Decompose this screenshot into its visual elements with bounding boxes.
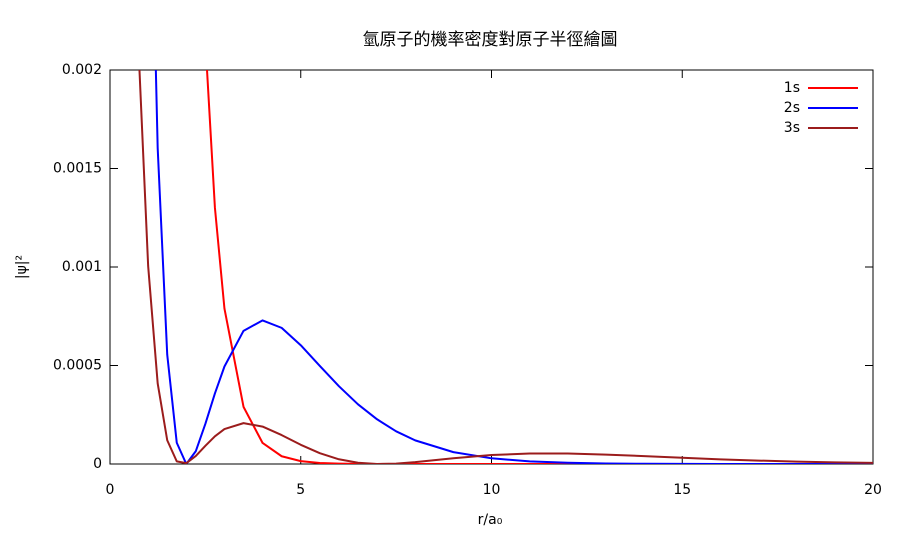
- legend-label: 1s: [784, 80, 800, 96]
- y-tick-label: 0.002: [62, 62, 102, 78]
- line-series: [138, 70, 873, 464]
- x-tick-label: 0: [106, 482, 115, 498]
- legend-label: 3s: [784, 120, 800, 136]
- x-axis-label: r/a₀: [478, 512, 503, 528]
- x-tick-label: 20: [864, 482, 882, 498]
- x-tick-label: 10: [483, 482, 501, 498]
- y-tick-label: 0.0015: [53, 161, 102, 177]
- plot-frame: [109, 69, 874, 465]
- line-series: [154, 70, 873, 464]
- y-tick-label: 0: [93, 456, 102, 472]
- legend-label: 2s: [784, 100, 800, 116]
- y-axis-label: |ψ|²: [14, 255, 30, 279]
- y-tick-label: 0.001: [62, 259, 102, 275]
- line-series: [206, 70, 873, 464]
- chart-title: 氫原子的機率密度對原子半徑繪圖: [363, 30, 618, 50]
- y-tick-label: 0.0005: [53, 358, 102, 374]
- x-tick-label: 5: [296, 482, 305, 498]
- plot-area: [138, 70, 873, 464]
- x-tick-label: 15: [673, 482, 691, 498]
